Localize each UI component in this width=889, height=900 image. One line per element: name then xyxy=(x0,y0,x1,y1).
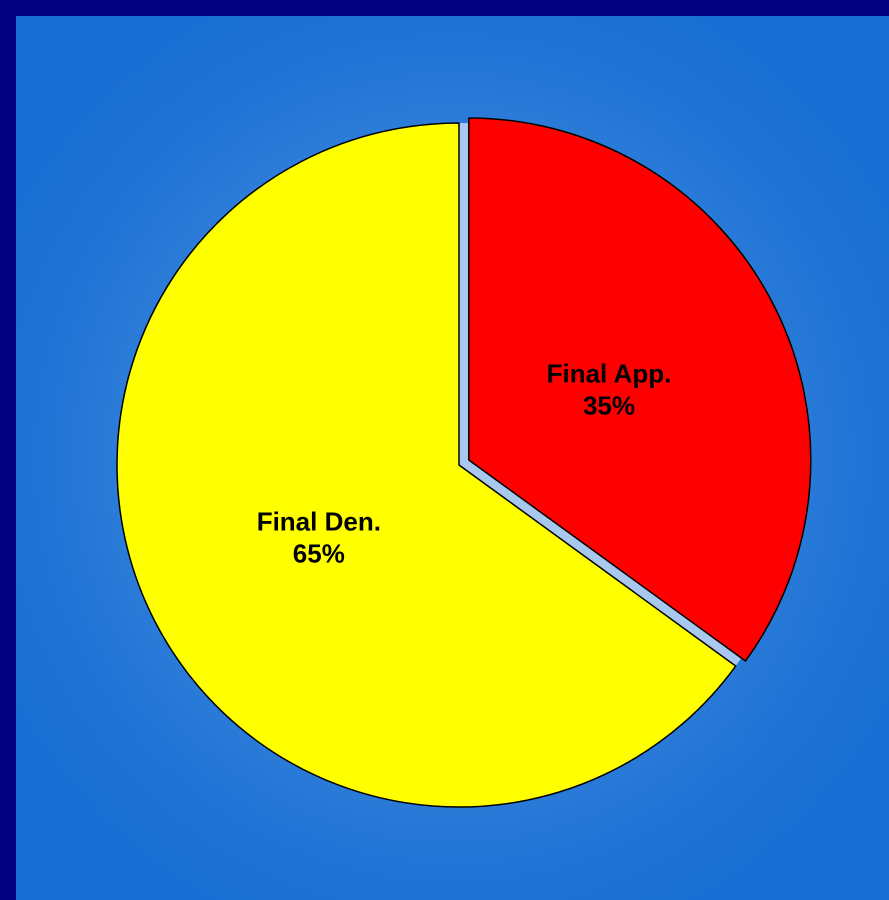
slice-value-label: 65% xyxy=(293,538,345,568)
pie-slice-final-den xyxy=(116,122,737,808)
pie-slice-final-app xyxy=(468,117,812,662)
pie-slices xyxy=(116,117,812,808)
pie-labels: Final App. 35% Final Den. 65% xyxy=(257,359,672,569)
slice-category-label: Final App. xyxy=(547,359,672,389)
pie-chart: Final App. 35% Final Den. 65% xyxy=(16,16,889,900)
slice-value-label: 35% xyxy=(583,391,635,421)
pie-slice-label: Final Den. 65% xyxy=(257,506,381,568)
slice-category-label: Final Den. xyxy=(257,506,381,536)
chart-panel: Final App. 35% Final Den. 65% xyxy=(16,16,889,900)
pie-slice-label: Final App. 35% xyxy=(547,359,672,421)
